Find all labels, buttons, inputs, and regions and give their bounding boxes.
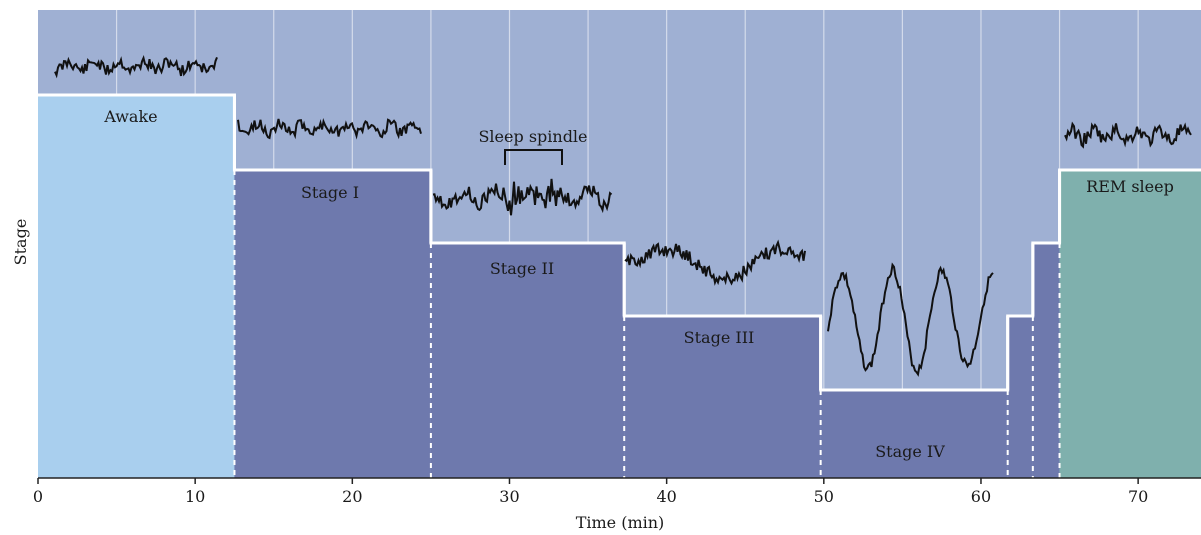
x-tick-label: 70 (1128, 487, 1148, 506)
stage-label-stage-iii: Stage III (684, 328, 755, 347)
stage-bar-stage-iii (624, 316, 821, 478)
x-tick-label: 40 (656, 487, 676, 506)
stage-label-awake: Awake (103, 107, 157, 126)
hypnogram-outline (38, 93, 1201, 478)
eeg-trace-rem (1064, 121, 1192, 149)
stage-bar-transition-6 (1032, 243, 1060, 478)
stage-label-stage-ii: Stage II (490, 259, 554, 278)
eeg-trace-stage-2 (432, 178, 613, 216)
sleep-spindle-annotation: Sleep spindle (478, 127, 588, 165)
stage-label-stage-iv: Stage IV (875, 442, 945, 461)
stage-labels: Awake Stage I Stage II Stage III Stage IV REM… (103, 107, 1173, 461)
eeg-trace-stage-4 (827, 262, 994, 377)
x-tick-label: 60 (971, 487, 991, 506)
stage-label-stage-i: Stage I (301, 183, 359, 202)
y-axis-title: Stage (11, 219, 30, 266)
stage-label-rem-sleep: REM sleep (1086, 177, 1174, 196)
eeg-trace-stage-1 (237, 118, 422, 140)
stage-bar-stage-i (234, 170, 431, 478)
sleep-spindle-label: Sleep spindle (478, 127, 587, 146)
x-tick-label: 0 (33, 487, 43, 506)
x-tick-label: 50 (814, 487, 834, 506)
x-axis-title: Time (min) (576, 513, 665, 532)
eeg-trace-awake (54, 55, 218, 79)
x-tick-label: 20 (342, 487, 362, 506)
sleep-spindle-bracket (504, 149, 563, 165)
stage-bar-awake (38, 95, 235, 478)
x-tick-label: 10 (185, 487, 205, 506)
axes: 0 10 20 30 40 50 60 70 (33, 477, 1201, 506)
eeg-trace-stage-3 (624, 239, 806, 286)
stage-bar-stage-iv (820, 390, 1008, 478)
eeg-traces (54, 55, 1192, 377)
stage-bar-stage-ii (430, 243, 625, 478)
stage-segments (38, 95, 1201, 478)
stage-bar-transition-5 (1007, 316, 1033, 478)
stage-bar-rem-sleep (1059, 170, 1201, 478)
x-tick-label: 30 (499, 487, 519, 506)
